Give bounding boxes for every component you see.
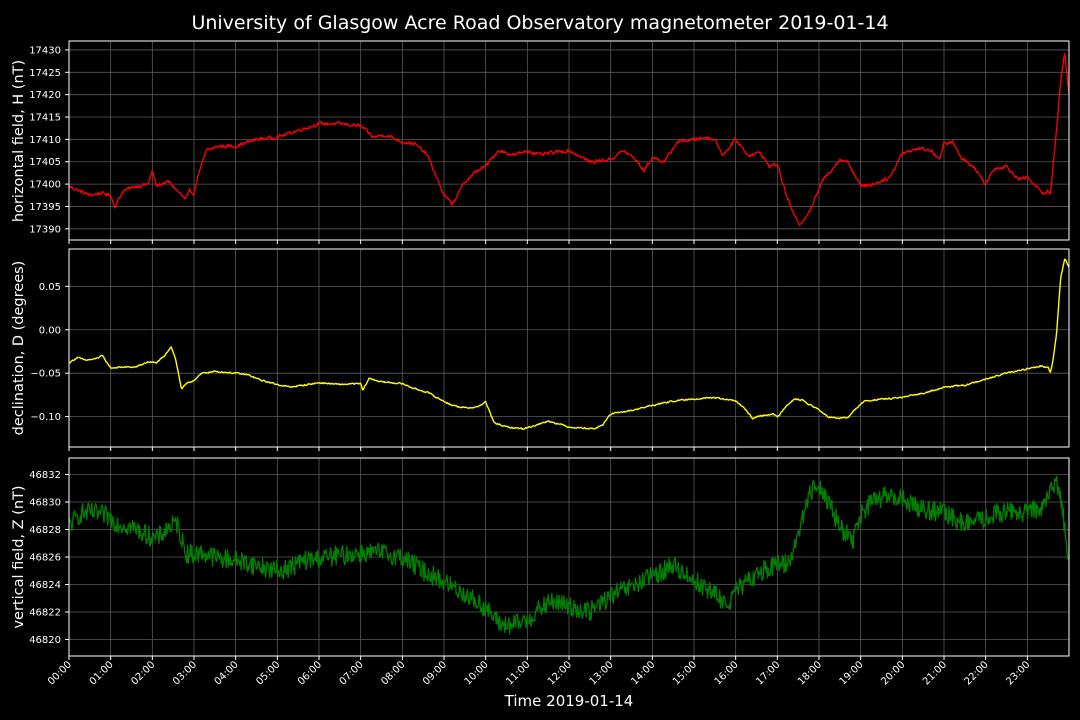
series-line-h — [68, 53, 1070, 227]
y-tick-label: 46824 — [29, 580, 61, 591]
y-tick-label: −0.10 — [30, 412, 61, 423]
panel-declination: declination, D (degrees) −0.10 −0.05 0.00 0… — [11, 248, 1070, 451]
chart-title: University of Glasgow Acre Road Observat… — [191, 12, 888, 34]
y-tick-label: 46820 — [29, 635, 61, 646]
y-tick-label: 17410 — [29, 135, 61, 146]
y-tick-label: 46822 — [29, 608, 61, 619]
y-tick-label: 46826 — [29, 553, 61, 564]
y-tick-label: 17395 — [29, 202, 61, 213]
y-tick-label: 17390 — [29, 224, 61, 235]
panel-vertical-field: vertical field, Z (nT) 46820 46822 46824 46… — [11, 457, 1070, 660]
plot-frame — [68, 248, 1070, 448]
y-tick-label: 0.00 — [39, 325, 61, 336]
y-tick-label: 46830 — [29, 498, 61, 509]
y-tick-label: 17420 — [29, 90, 61, 101]
x-axis-label: Time 2019-01-14 — [504, 692, 634, 710]
y-axis-label-d: declination, D (degrees) — [11, 261, 27, 436]
y-tick-label: −0.05 — [30, 369, 61, 380]
y-tick-label: 0.05 — [39, 282, 61, 293]
y-tick-label: 17415 — [29, 113, 61, 124]
y-tick-label: 17425 — [29, 68, 61, 79]
y-tick-label: 17405 — [29, 157, 61, 168]
y-tick-label: 17400 — [29, 180, 61, 191]
series-line-z — [68, 475, 1070, 635]
panel-horizontal-field: horizontal field, H (nT) 17390 17395 17400… — [11, 40, 1070, 244]
plot-frame — [68, 40, 1070, 241]
y-axis-label-z: vertical field, Z (nT) — [11, 485, 27, 628]
series-line-d — [68, 258, 1070, 431]
y-tick-label: 46832 — [29, 470, 61, 481]
y-axis-label-h: horizontal field, H (nT) — [11, 60, 27, 222]
y-tick-label: 46828 — [29, 525, 61, 536]
plot-frame — [68, 457, 1070, 657]
y-tick-label: 17430 — [29, 45, 61, 56]
